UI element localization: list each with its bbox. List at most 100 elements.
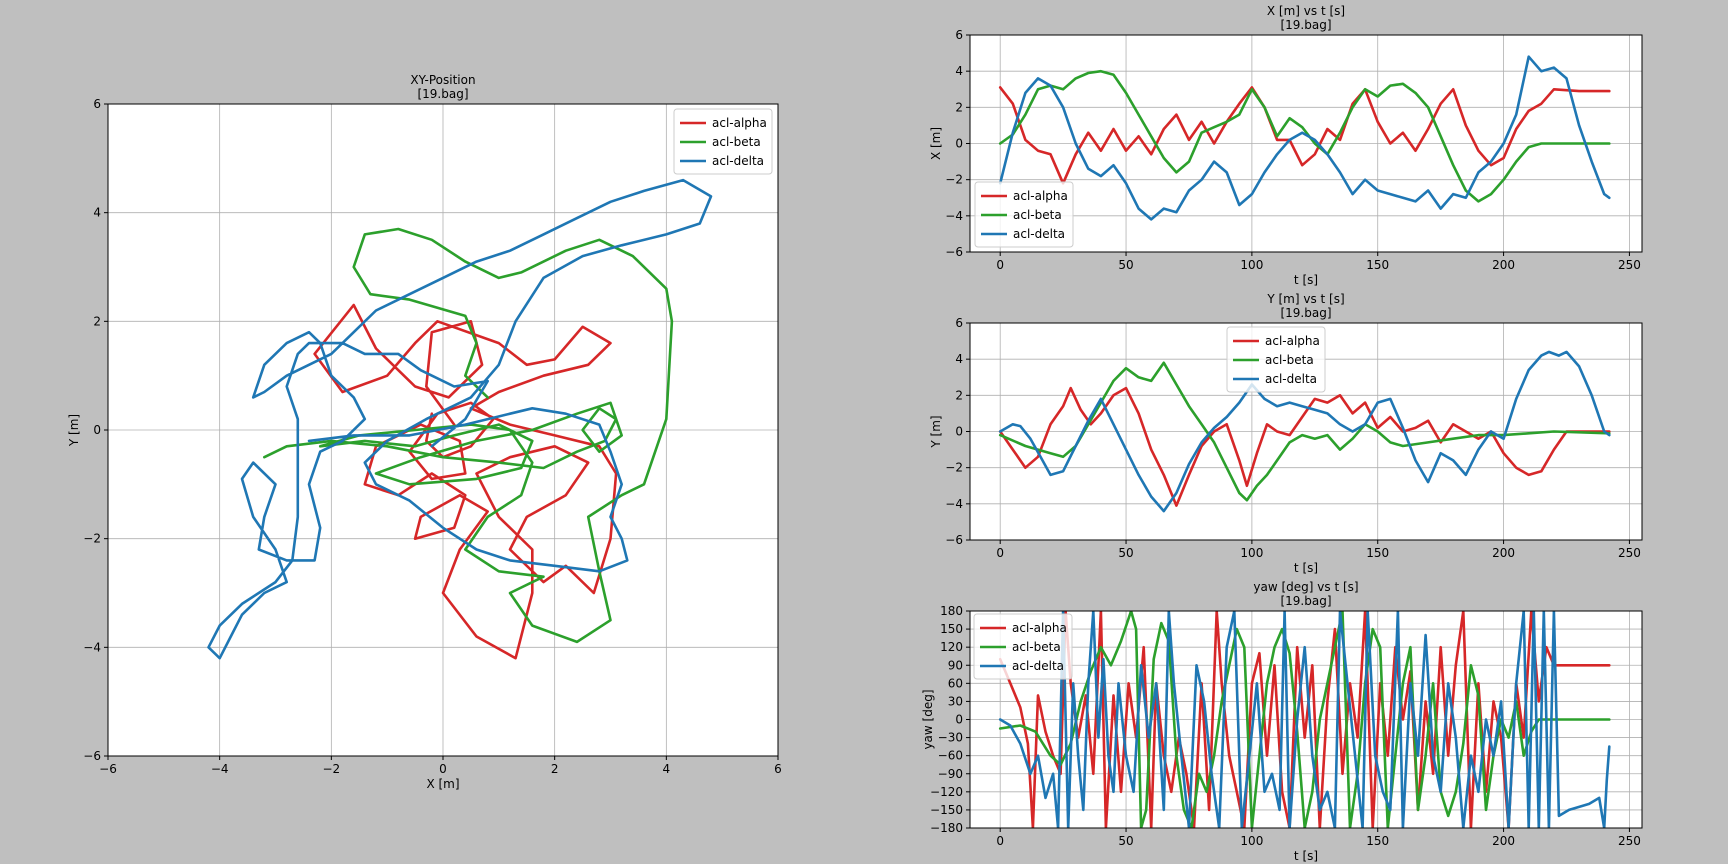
y-axis-label: Y [m] <box>67 414 81 447</box>
x-axis-label: X [m] <box>426 777 459 791</box>
y-axis-label: yaw [deg] <box>921 689 935 749</box>
y-tick-label: 2 <box>93 314 101 328</box>
legend-label: acl-alpha <box>1265 334 1320 348</box>
y-tick-label: −150 <box>930 803 963 817</box>
x-tick-label: 50 <box>1118 546 1133 560</box>
x-tick-label: 2 <box>551 762 559 776</box>
series-group <box>998 350 1611 513</box>
legend: acl-alpha acl-beta acl-delta <box>974 181 1074 248</box>
y-tick-label: 0 <box>955 137 963 151</box>
y-tick-label: −2 <box>83 532 101 546</box>
chart-title: yaw [deg] vs t [s] <box>1253 580 1358 594</box>
chart-subtitle: [19.bag] <box>1280 306 1331 320</box>
y-tick-label: −180 <box>930 821 963 835</box>
y-tick-label: −30 <box>938 731 963 745</box>
legend-label: acl-beta <box>1013 208 1062 222</box>
x-tick-label: 200 <box>1492 546 1515 560</box>
y-tick-label: −4 <box>945 209 963 223</box>
y-tick-label: 2 <box>955 100 963 114</box>
y-tick-label: 90 <box>948 658 963 672</box>
chart-title: Y [m] vs t [s] <box>1266 292 1344 306</box>
series-group <box>998 55 1611 221</box>
series-line-acl-alpha <box>998 386 1611 507</box>
x-tick-label: 250 <box>1618 258 1641 272</box>
x-tick-label: 100 <box>1240 834 1263 848</box>
legend-box <box>973 613 1073 680</box>
chart-subtitle: [19.bag] <box>1280 18 1331 32</box>
y-tick-label: 150 <box>940 622 963 636</box>
y-tick-label: −4 <box>83 640 101 654</box>
legend-box <box>1226 326 1326 393</box>
legend-box <box>673 108 773 175</box>
legend-label: acl-beta <box>1012 640 1061 654</box>
legend: acl-alpha acl-beta acl-delta <box>1226 326 1326 393</box>
x-tick-label: 100 <box>1240 546 1263 560</box>
x-tick-label: 250 <box>1618 834 1641 848</box>
y-tick-label: −90 <box>938 767 963 781</box>
legend: acl-alpha acl-beta acl-delta <box>673 108 773 175</box>
y-tick-label: 6 <box>955 316 963 330</box>
y-tick-label: 4 <box>955 352 963 366</box>
series-line-acl-delta <box>998 55 1611 221</box>
y-axis-label: Y [m] <box>929 415 943 448</box>
x-axis-label: t [s] <box>1294 849 1318 863</box>
legend-label: acl-alpha <box>1012 621 1067 635</box>
series-line-acl-delta <box>998 611 1611 828</box>
series-line-acl-beta <box>998 69 1611 203</box>
x-tick-label: −4 <box>211 762 229 776</box>
x-tick-label: 250 <box>1618 546 1641 560</box>
x-tick-label: 0 <box>996 834 1004 848</box>
x-tick-label: 200 <box>1492 834 1515 848</box>
y-tick-label: −6 <box>945 245 963 259</box>
legend-label: acl-delta <box>1013 227 1065 241</box>
chart-subtitle: [19.bag] <box>1280 594 1331 608</box>
y-tick-label: 0 <box>93 423 101 437</box>
y-tick-label: −6 <box>83 749 101 763</box>
chart-title: XY-Position <box>410 73 475 87</box>
legend: acl-alpha acl-beta acl-delta <box>973 613 1073 680</box>
chart-xy: −6 −4 −2 0 2 4 6 −6 −4 −2 0 2 4 6 XY-Position[19.bag] X… <box>67 73 782 791</box>
x-tick-label: −2 <box>322 762 340 776</box>
legend-label: acl-beta <box>1265 353 1314 367</box>
y-tick-label: −2 <box>945 173 963 187</box>
series-line-acl-alpha <box>998 611 1611 828</box>
legend-label: acl-alpha <box>712 116 767 130</box>
series-line-acl-delta <box>998 350 1611 513</box>
chart-subtitle: [19.bag] <box>417 87 468 101</box>
x-tick-label: 150 <box>1366 546 1389 560</box>
legend-label: acl-delta <box>1012 659 1064 673</box>
x-axis-label: t [s] <box>1294 273 1318 287</box>
series-line-acl-beta <box>998 361 1611 502</box>
x-tick-label: 0 <box>996 546 1004 560</box>
y-tick-label: 4 <box>955 64 963 78</box>
x-tick-label: 0 <box>439 762 447 776</box>
series-line-acl-beta <box>263 227 674 644</box>
x-tick-label: 0 <box>996 258 1004 272</box>
y-tick-label: 6 <box>955 28 963 42</box>
y-tick-label: 180 <box>940 604 963 618</box>
x-tick-label: 50 <box>1118 258 1133 272</box>
series-line-acl-alpha <box>313 303 618 660</box>
y-tick-label: −120 <box>930 785 963 799</box>
chart-yawt: 0 50 100 150 200 250 −180 −150 −120 −90 −60 −30 0 30 6… <box>921 580 1643 863</box>
x-tick-label: 50 <box>1118 834 1133 848</box>
series-group <box>207 178 713 660</box>
y-tick-label: 4 <box>93 206 101 220</box>
x-tick-label: 150 <box>1366 834 1389 848</box>
y-tick-label: −60 <box>938 749 963 763</box>
y-tick-label: 120 <box>940 640 963 654</box>
y-tick-label: −4 <box>945 497 963 511</box>
legend-label: acl-delta <box>1265 372 1317 386</box>
y-tick-label: 0 <box>955 713 963 727</box>
x-tick-label: −6 <box>99 762 117 776</box>
x-tick-label: 6 <box>774 762 782 776</box>
x-tick-label: 100 <box>1240 258 1263 272</box>
x-tick-label: 150 <box>1366 258 1389 272</box>
series-group <box>998 611 1611 828</box>
series-line-acl-delta <box>207 178 713 660</box>
y-tick-label: 0 <box>955 425 963 439</box>
legend-box <box>974 181 1074 248</box>
y-axis-label: X [m] <box>929 127 943 160</box>
y-tick-label: 60 <box>948 676 963 690</box>
